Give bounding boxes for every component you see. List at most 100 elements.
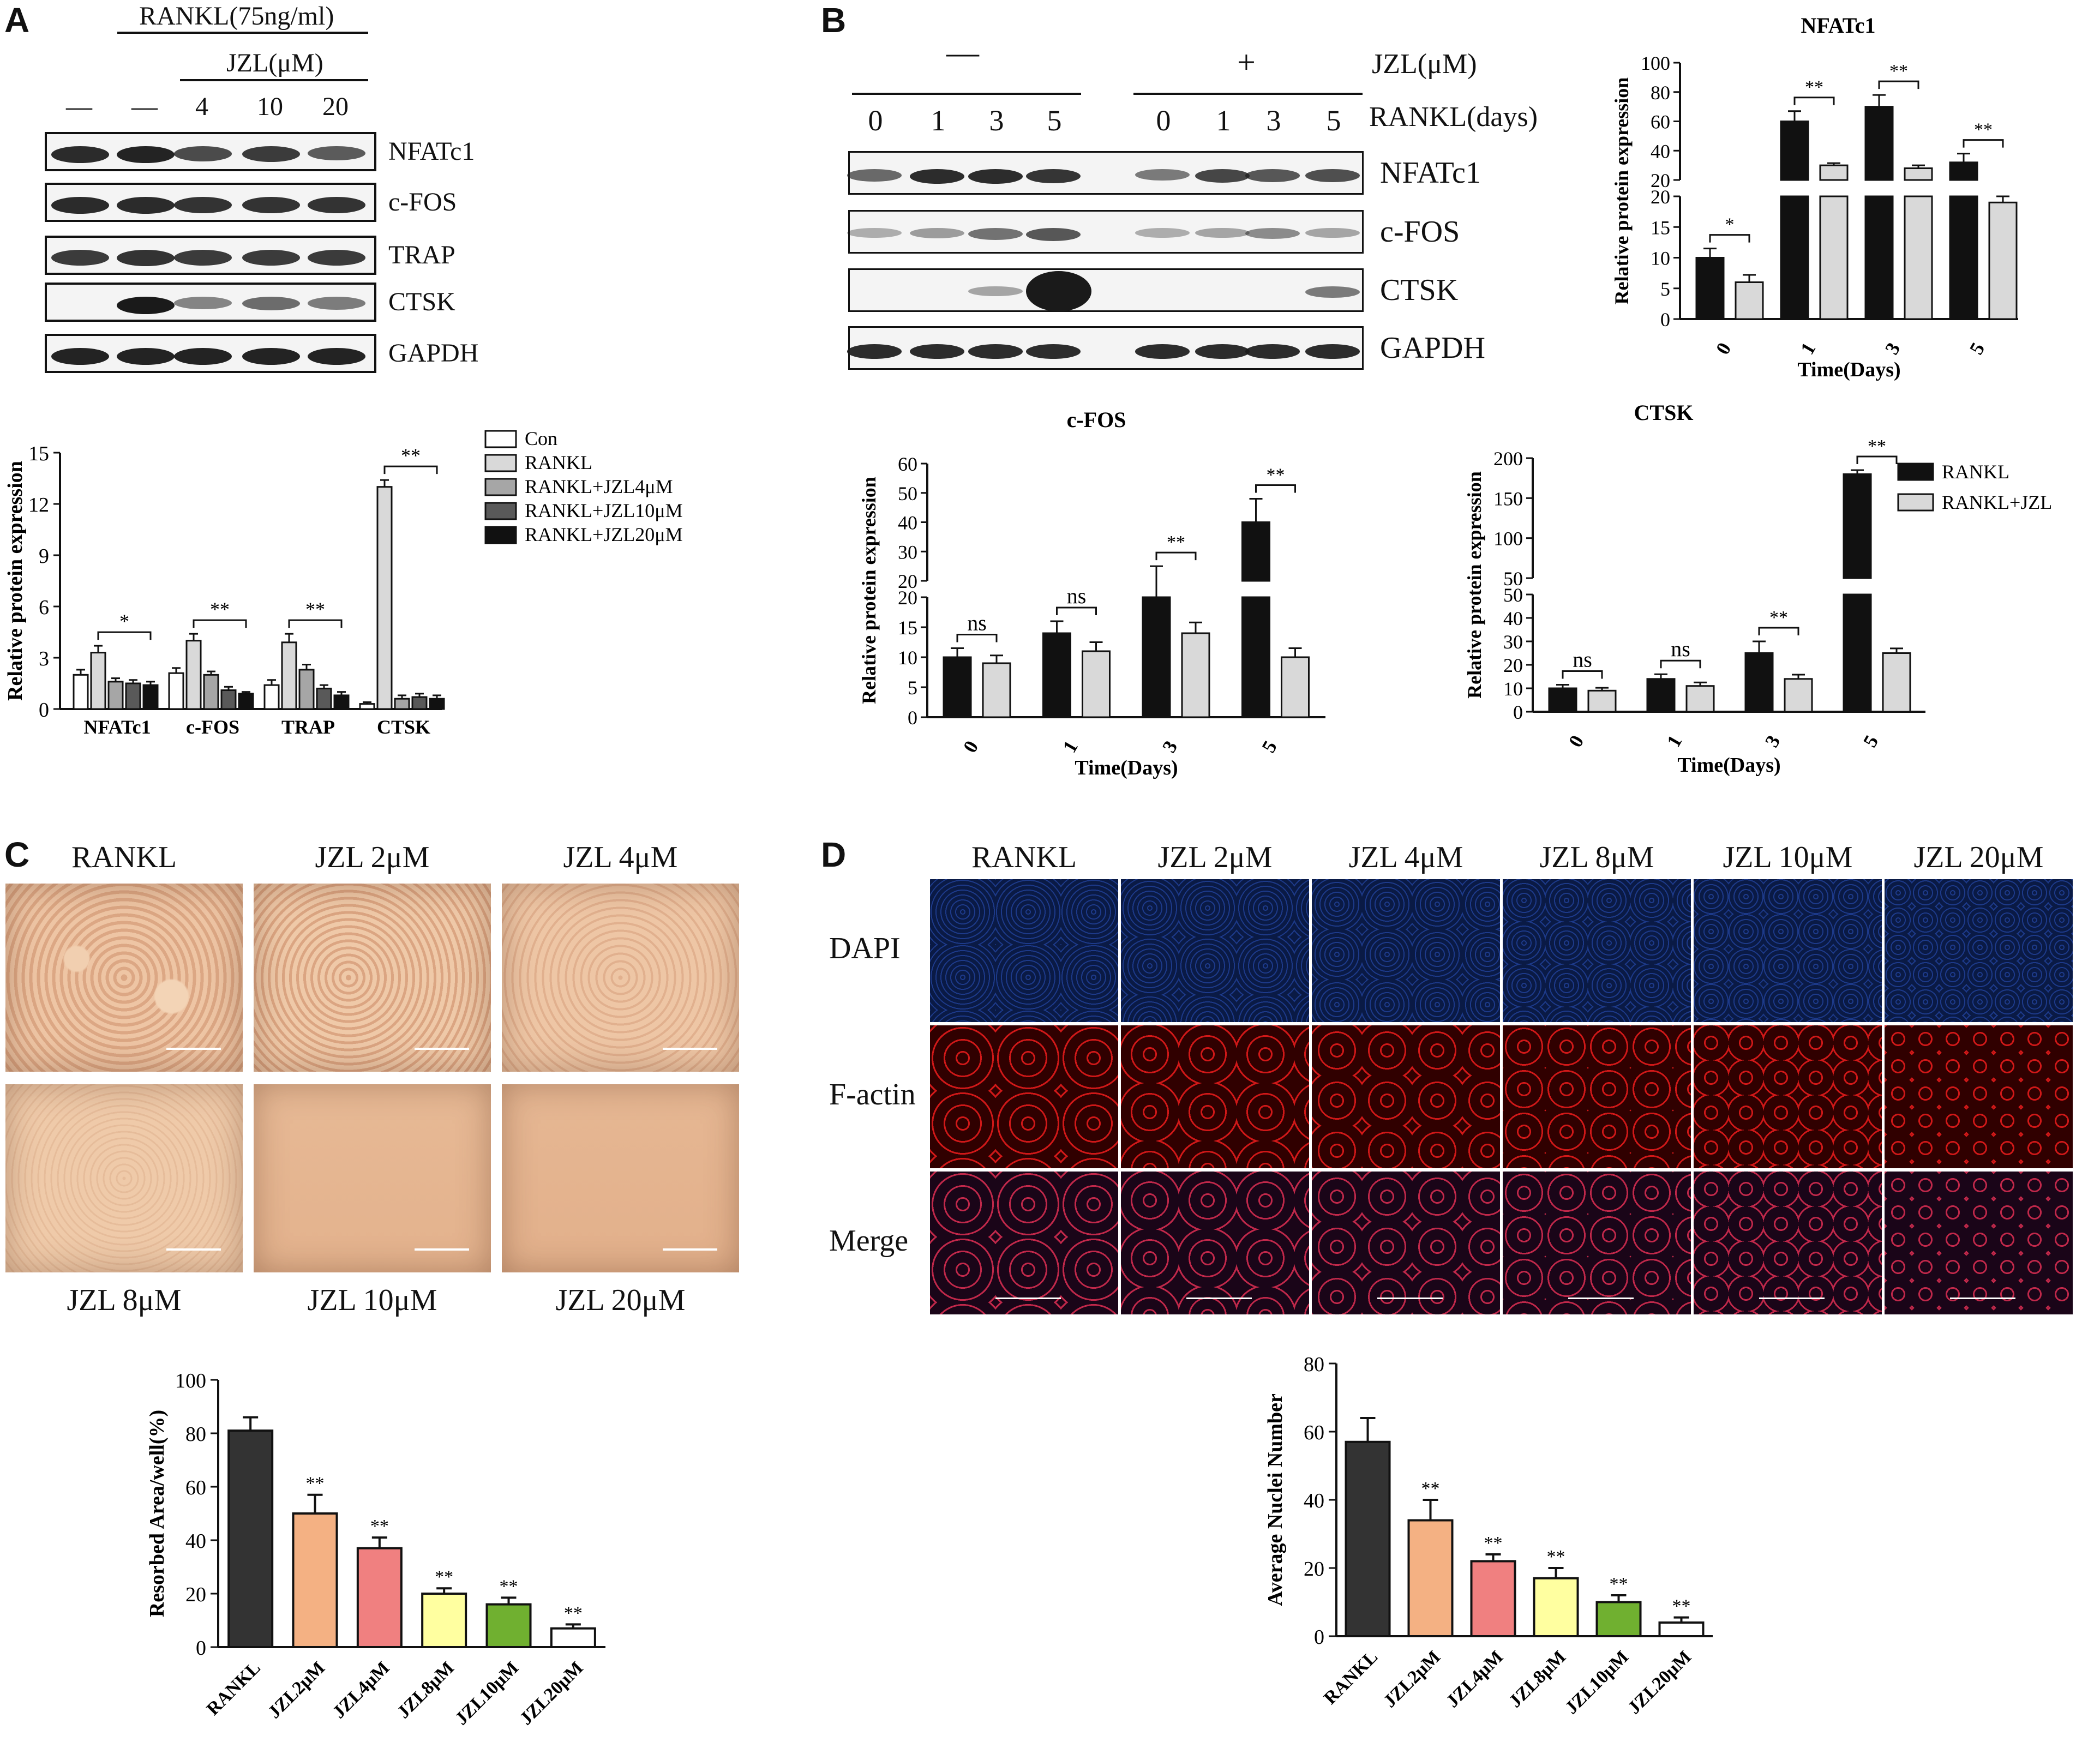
y-tick-label: 5 <box>1660 278 1670 300</box>
y-tick-label: 20 <box>1651 186 1670 208</box>
blot-band <box>242 348 300 365</box>
blot-label: CTSK <box>388 287 455 316</box>
group-plus-rule <box>1133 93 1363 95</box>
nuclei-number-chart: 0 20 40 60 80 Average Nuclei Number RANKL ** JZL… <box>1264 1353 1713 1718</box>
y-tick-label: 20 <box>898 587 917 609</box>
x-tick-label: NFATc1 <box>83 716 151 738</box>
significance-label: * <box>1725 215 1735 235</box>
bar <box>943 656 972 718</box>
group-minus: — <box>946 34 979 70</box>
y-axis-label: Resorbed Area/well(%) <box>146 1410 169 1617</box>
bar <box>1949 161 1978 181</box>
blot-band <box>117 348 175 365</box>
x-tick-label: RANKL <box>203 1657 265 1719</box>
x-tick-label: JZL2μM <box>1380 1647 1445 1711</box>
x-tick-label: 0 <box>959 737 983 756</box>
bar <box>1345 1440 1391 1637</box>
x-tick-label: 1 <box>1058 737 1082 756</box>
blot-band <box>242 250 300 266</box>
y-tick-label: 80 <box>185 1423 206 1446</box>
column-label: JZL 10μM <box>1723 840 1853 874</box>
blot-strip <box>847 151 1364 195</box>
blot-strip <box>45 236 376 275</box>
bar <box>1904 167 1933 181</box>
x-tick-label: 0 <box>1712 339 1736 358</box>
bone-slice-image <box>502 884 739 1072</box>
blot-band <box>847 344 902 359</box>
legend-label: Con <box>525 428 557 449</box>
panel-label-c: C <box>4 835 30 874</box>
blot-strip <box>847 326 1364 370</box>
x-tick-label: JZL10μM <box>1562 1647 1633 1718</box>
significance-bracket <box>1793 97 1835 105</box>
bar <box>1949 195 1978 320</box>
y-tick-label: 100 <box>1641 52 1670 74</box>
fluorescence-image <box>1121 1025 1309 1168</box>
y-tick-label: 60 <box>185 1476 206 1499</box>
bar <box>1882 652 1911 713</box>
group-plus: + <box>1237 44 1256 80</box>
legend-swatch <box>484 478 517 496</box>
bar <box>1685 685 1715 713</box>
bar <box>1281 656 1310 718</box>
x-tick-label: JZL8μM <box>393 1657 458 1722</box>
bar <box>1744 652 1774 713</box>
day-label: 1 <box>931 104 946 137</box>
bar <box>982 662 1011 718</box>
blot-label: GAPDH <box>1380 331 1485 365</box>
significance-bracket <box>288 619 343 628</box>
blot-band <box>1195 228 1250 238</box>
y-tick-label: 40 <box>1503 608 1523 629</box>
y-tick-label: 60 <box>898 453 917 475</box>
y-tick-label: 100 <box>1493 528 1523 550</box>
x-tick-label: 5 <box>1859 731 1883 751</box>
blot-band <box>308 348 365 365</box>
bar <box>73 674 89 710</box>
y-tick-label: 60 <box>1651 111 1670 133</box>
blot-band <box>1135 228 1190 238</box>
y-tick-label: 0 <box>1314 1626 1324 1649</box>
significance-label: ** <box>306 1474 325 1494</box>
y-tick-label: 10 <box>1503 678 1523 700</box>
significance-bracket <box>1758 627 1799 635</box>
column-label: RANKL <box>971 840 1077 874</box>
y-tick-label: 30 <box>898 541 917 563</box>
x-tick-label: 5 <box>1257 737 1281 756</box>
blot-band <box>1195 344 1250 359</box>
blot-band <box>1135 344 1190 359</box>
panel-label-b: B <box>821 1 847 40</box>
bar <box>1407 1519 1454 1637</box>
x-tick-label: 3 <box>1158 737 1182 756</box>
y-tick-label: 0 <box>39 699 49 722</box>
significance-label: ns <box>967 611 987 635</box>
x-tick-label: JZL10μM <box>452 1657 523 1729</box>
fluorescence-image <box>930 1172 1118 1314</box>
bar <box>90 652 106 710</box>
blot-band <box>968 228 1023 240</box>
x-tick-label: JZL20μM <box>1624 1647 1696 1718</box>
row-label: F-actin <box>829 1078 916 1112</box>
significance-label: ** <box>1868 436 1886 456</box>
image-label: JZL 4μM <box>563 840 678 874</box>
bar <box>333 694 350 710</box>
y-tick-label: 15 <box>28 442 49 465</box>
significance-bracket <box>1056 606 1097 615</box>
blot-band <box>847 169 902 182</box>
significance-label: ** <box>1769 608 1788 628</box>
blot-band <box>174 297 232 309</box>
bone-slice-image <box>5 1084 243 1272</box>
blot-label: c-FOS <box>1380 215 1460 249</box>
x-tick-label: 1 <box>1663 731 1687 751</box>
x-tick-label: 3 <box>1761 731 1785 751</box>
significance-label: ** <box>1484 1533 1503 1553</box>
bar <box>1819 164 1849 181</box>
column-label: JZL 2μM <box>1157 840 1273 874</box>
image-label: JZL 2μM <box>315 840 430 874</box>
blot-strip <box>45 283 376 322</box>
significance-label: ** <box>1889 61 1908 81</box>
rankl-header: RANKL(75ng/ml) <box>139 2 334 31</box>
x-tick-label: JZL2μM <box>265 1657 329 1722</box>
rankl-rule <box>117 32 368 34</box>
